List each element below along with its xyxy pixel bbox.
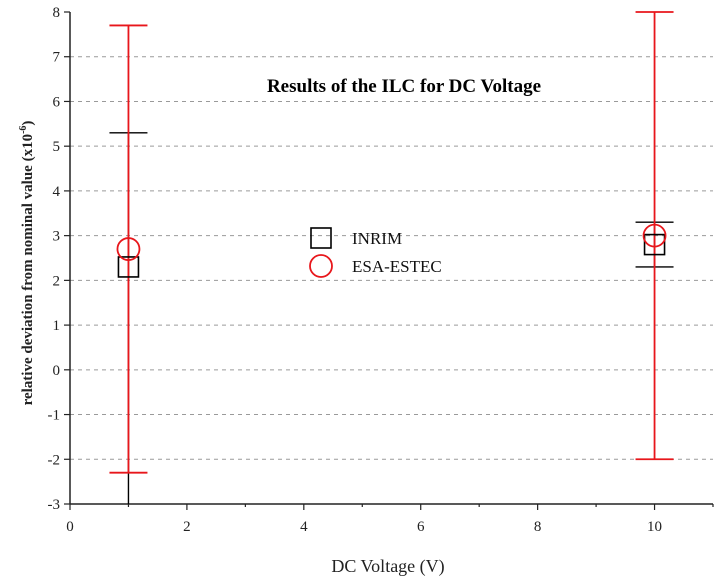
x-tick-label-6: 6 [417, 519, 425, 535]
y-tick-label-2: 2 [53, 273, 61, 289]
legend-label-1: ESA-ESTEC [352, 257, 442, 276]
y-tick-label-6: 6 [53, 94, 61, 110]
y-tick-label--1: -1 [48, 408, 61, 424]
y-tick-label-3: 3 [53, 229, 61, 245]
x-tick-label-4: 4 [300, 519, 308, 535]
x-tick-label-2: 2 [183, 519, 191, 535]
x-ticks: 0 2 4 6 8 10 [66, 504, 714, 535]
marker-square-0-0 [117, 256, 140, 278]
x-tick-label-10: 10 [647, 519, 662, 535]
axes [69, 12, 713, 505]
y-tick-label-7: 7 [53, 50, 61, 66]
error-bars [109, 11, 674, 504]
chart-title: Results of the ILC for DC Voltage [267, 76, 541, 97]
legend-marker-0 [310, 227, 332, 249]
y-axis-label-exponent: -6 [18, 126, 29, 134]
y-tick-label-1: 1 [53, 318, 61, 334]
legend-label-0: INRIM [352, 229, 402, 248]
y-axis-label-close: ) [20, 121, 36, 126]
y-tick-label--2: -2 [48, 452, 61, 468]
y-tick-label-8: 8 [53, 5, 61, 21]
x-axis-label: DC Voltage (V) [331, 556, 444, 577]
y-tick-label-0: 0 [53, 363, 61, 379]
grid-lines [70, 56, 713, 460]
y-ticks: -3 -2 -1 0 1 2 3 4 5 6 7 8 [48, 5, 70, 513]
y-axis-label-main: relative deviation from nominal value (x… [20, 134, 36, 406]
y-tick-label-4: 4 [53, 184, 61, 200]
x-tick-label-0: 0 [66, 519, 74, 535]
marker-circle-1-1 [642, 223, 667, 248]
legend-marker-1 [309, 254, 333, 278]
marker-square-0-1 [643, 233, 666, 256]
marker-circle-1-0 [116, 237, 141, 261]
y-axis-label: relative deviation from nominal value (x… [18, 121, 36, 406]
y-tick-label-5: 5 [53, 139, 61, 155]
x-tick-label-8: 8 [534, 519, 542, 535]
legend: INRIM ESA-ESTEC [309, 227, 442, 278]
y-tick-label--3: -3 [48, 497, 61, 513]
data-markers [116, 223, 667, 278]
